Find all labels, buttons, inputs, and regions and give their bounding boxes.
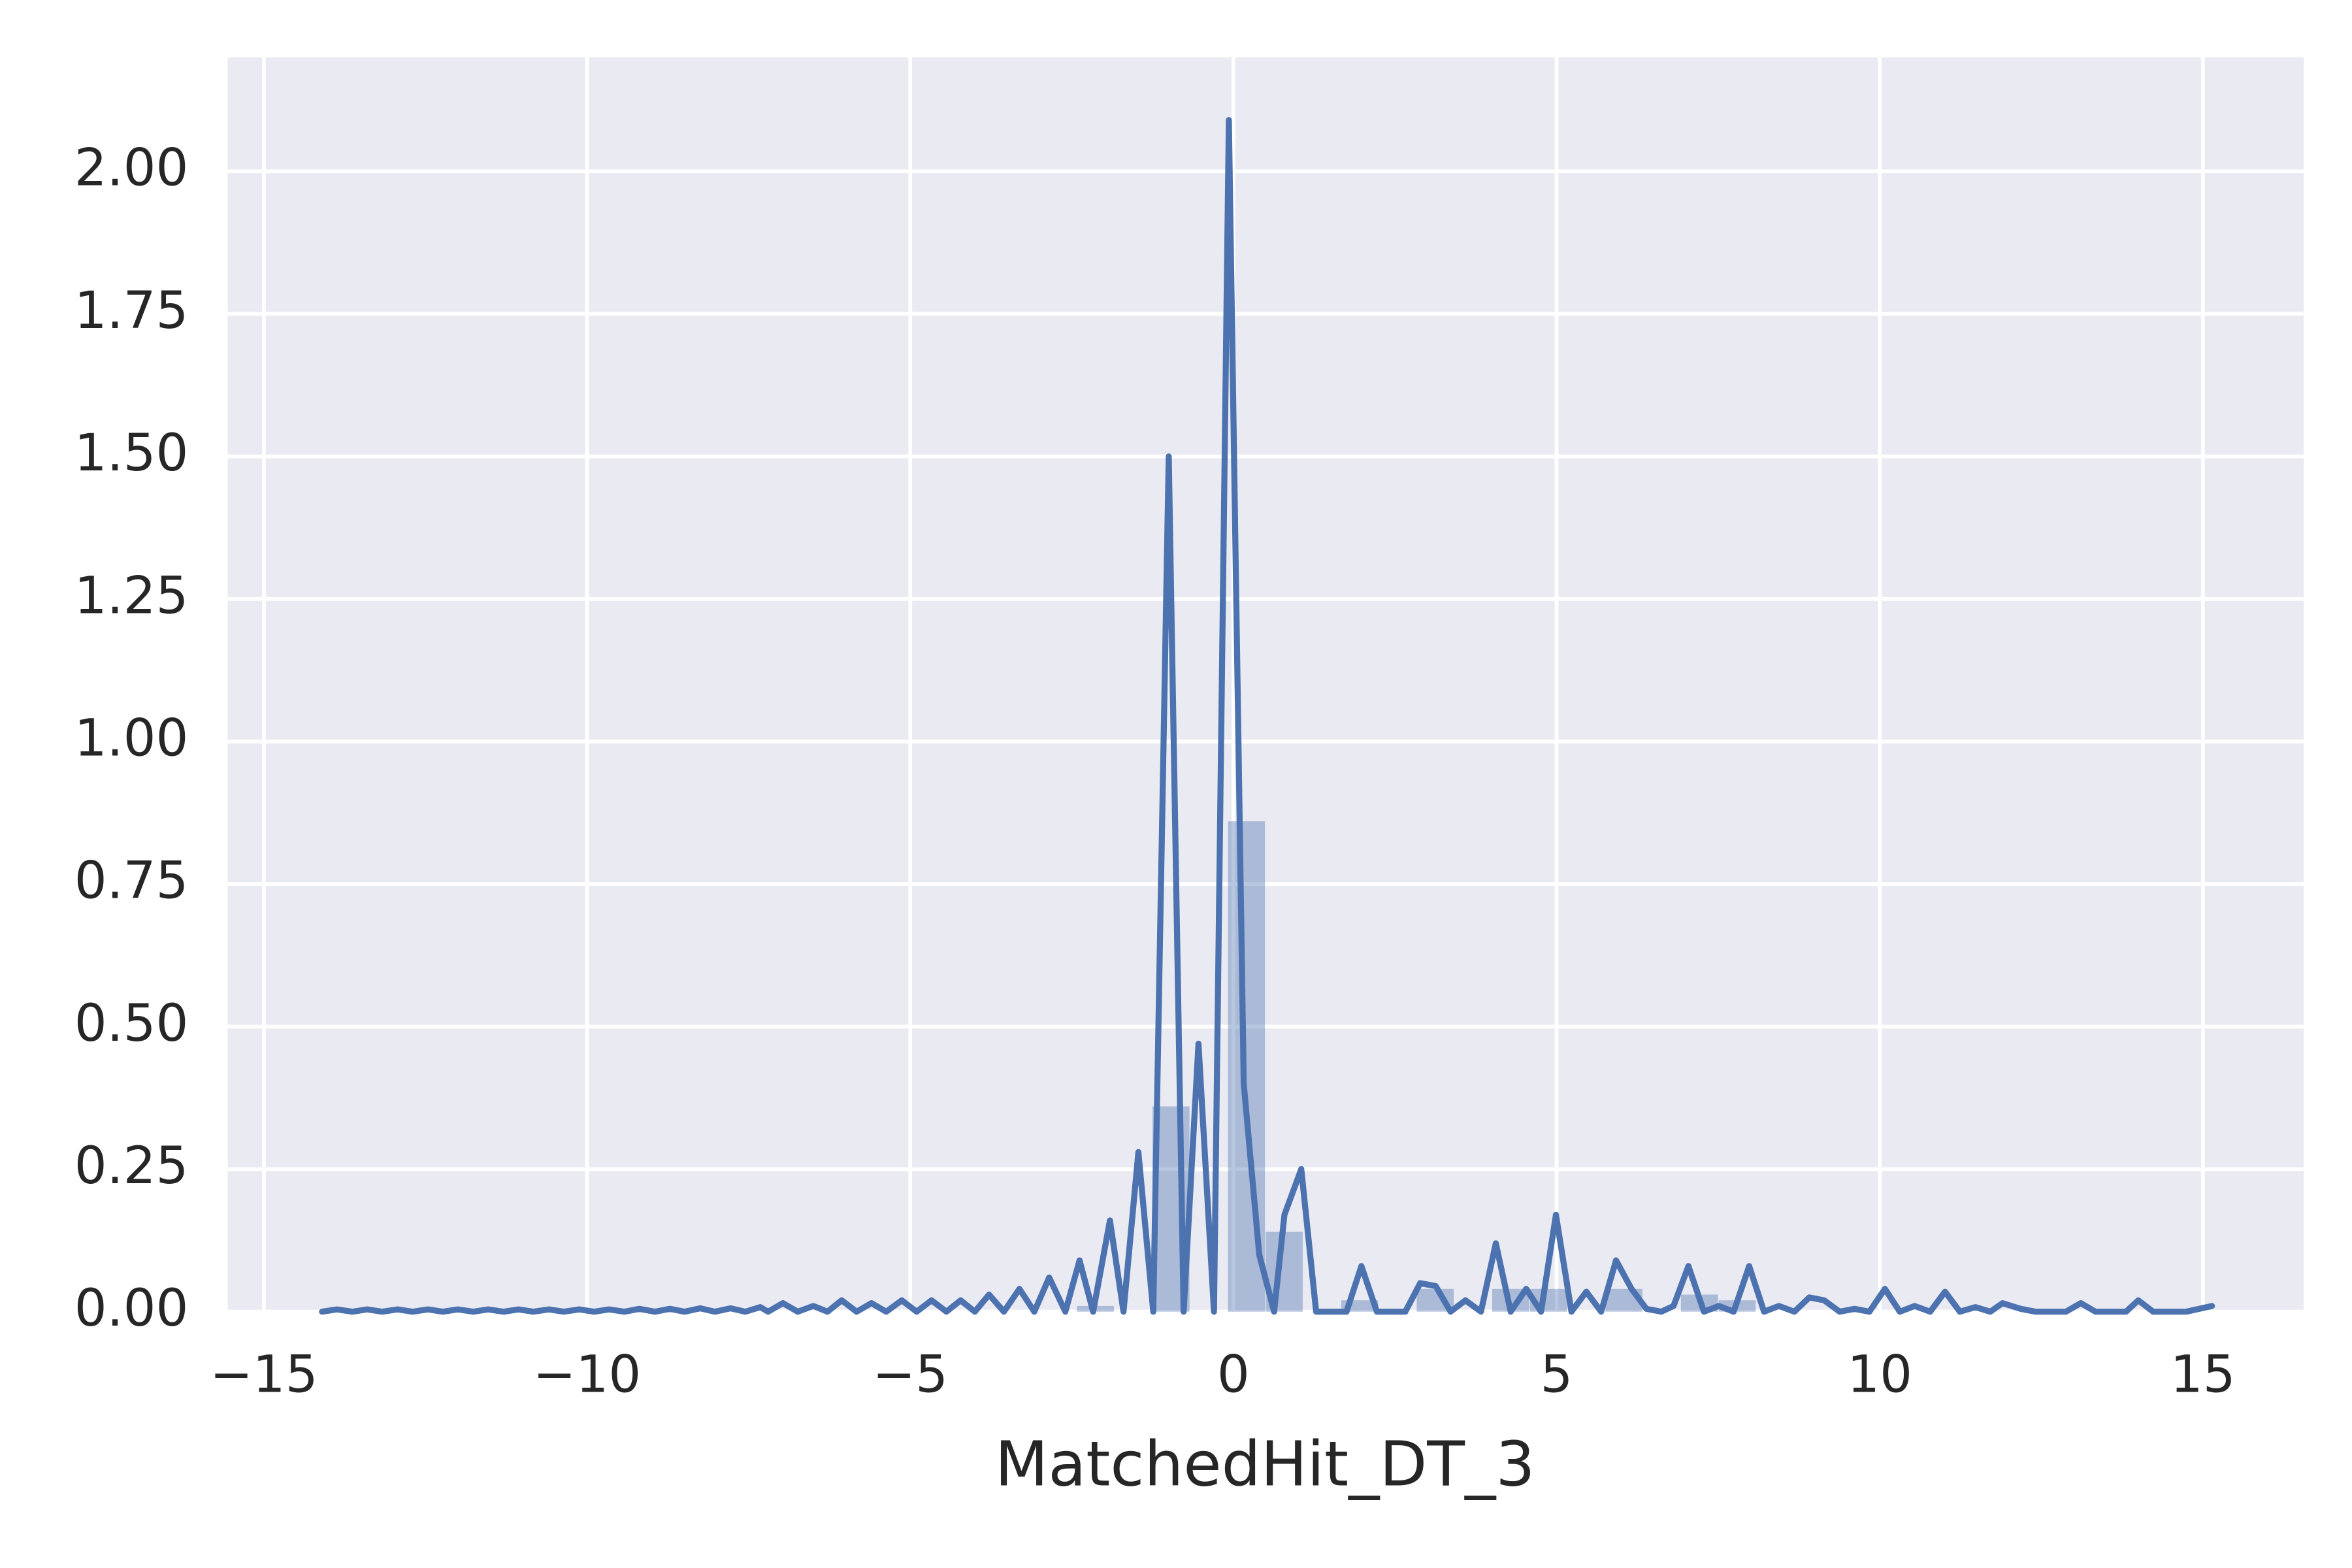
y-tick-label: 1.00 xyxy=(74,708,189,768)
y-tick-label: 1.25 xyxy=(74,565,189,625)
x-tick-label: 10 xyxy=(1847,1345,1912,1405)
marks xyxy=(319,117,2215,1315)
y-tick-label: 2.00 xyxy=(74,138,189,198)
grid xyxy=(227,57,2304,1314)
y-tick-label: 1.75 xyxy=(74,280,189,340)
y-tick-label: 0.25 xyxy=(74,1135,189,1196)
x-tick-label: −10 xyxy=(533,1345,642,1405)
x-tick-label: 15 xyxy=(2170,1345,2236,1405)
x-axis-label: MatchedHit_DT_3 xyxy=(995,1429,1535,1501)
x-tick-label: 5 xyxy=(1541,1345,1573,1405)
x-tick-label: 0 xyxy=(1217,1345,1250,1405)
x-tick-label: −15 xyxy=(210,1345,318,1405)
kde-line xyxy=(319,117,2215,1315)
y-tick-label: 1.50 xyxy=(74,423,189,483)
x-tick-label: −5 xyxy=(872,1345,948,1405)
plot-background xyxy=(227,57,2304,1312)
labels: 0.00 0.25 0.50 0.75 1.00 1.25 1.50 1.75 2.00 −15 −… xyxy=(74,138,2236,1405)
y-tick-label: 0.50 xyxy=(74,993,189,1053)
y-tick-label: 0.00 xyxy=(74,1278,189,1338)
y-tick-label: 0.75 xyxy=(74,851,189,911)
